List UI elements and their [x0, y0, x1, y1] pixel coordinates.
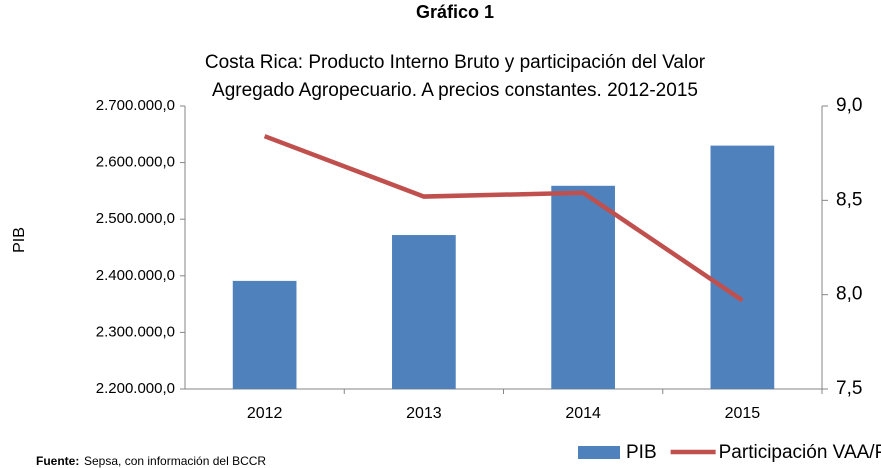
- legend-swatch: [578, 446, 620, 459]
- bar: [551, 185, 615, 389]
- y-tick-label: 2.500.000,0: [96, 210, 175, 227]
- x-tick-label: 2012: [247, 405, 283, 422]
- x-tick-label: 2013: [406, 405, 442, 422]
- legend-label: PIB: [626, 442, 657, 463]
- y2-tick-label: 8,5: [836, 189, 862, 210]
- chart-subtitle: Agregado Agropecuario. A precios constan…: [212, 80, 698, 101]
- chart-title: Gráfico 1: [416, 2, 494, 22]
- bar: [710, 145, 775, 389]
- bar: [392, 235, 456, 389]
- x-tick-label: 2015: [725, 405, 761, 422]
- y-tick-label: 2.600.000,0: [96, 154, 175, 171]
- source: Sepsa, con información del BCCR: [84, 454, 266, 468]
- y-tick-label: 2.300.000,0: [96, 323, 175, 340]
- x-tick-label: 2014: [565, 405, 601, 422]
- y2-tick-label: 8,0: [836, 284, 862, 305]
- y2-tick-label: 7,5: [836, 378, 862, 399]
- y-tick-label: 2.700.000,0: [96, 97, 175, 114]
- y-axis-label: PIB: [11, 227, 28, 253]
- y-tick-label: 2.200.000,0: [96, 380, 175, 397]
- y2-tick-label: 9,0: [836, 95, 862, 116]
- legend-label: Participación VAA/PIB: [719, 442, 881, 463]
- source-label: Fuente:: [36, 454, 79, 468]
- bar: [232, 280, 297, 389]
- chart-subtitle: Costa Rica: Producto Interno Bruto y par…: [205, 52, 706, 73]
- y-tick-label: 2.400.000,0: [96, 267, 175, 284]
- line: [263, 134, 744, 303]
